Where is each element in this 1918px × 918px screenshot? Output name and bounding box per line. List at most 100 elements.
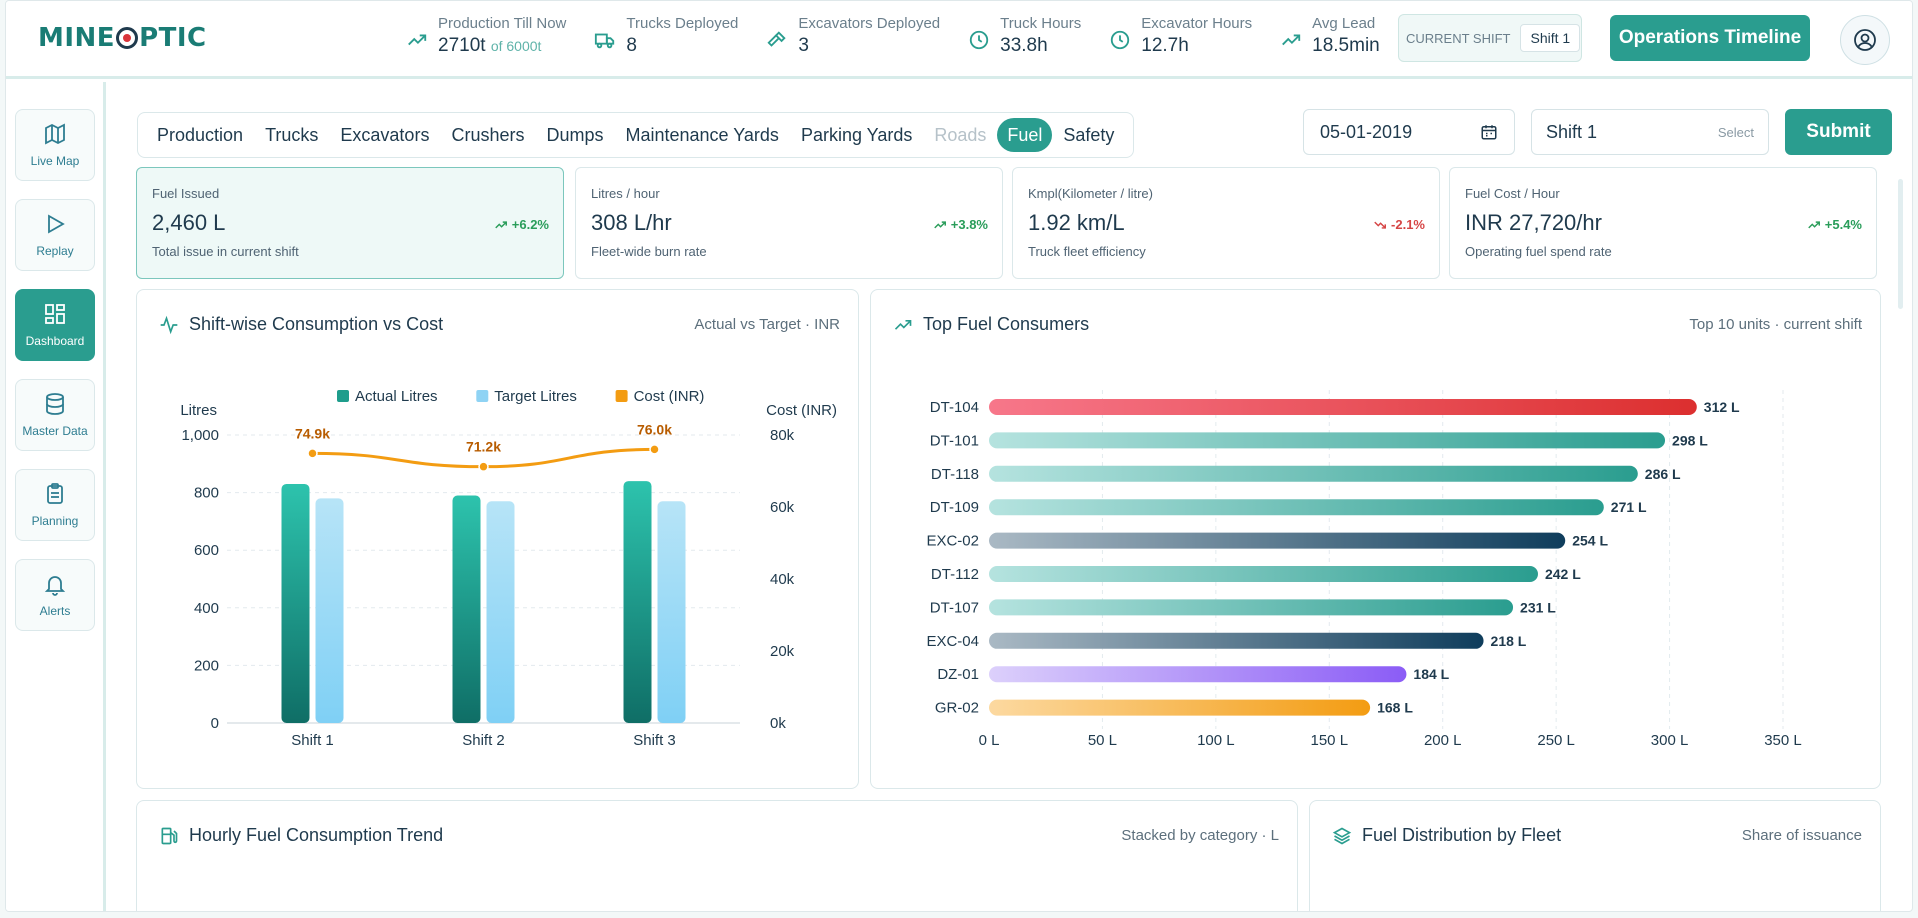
calendar-icon[interactable] <box>1480 123 1498 141</box>
y-tick-label: DT-112 <box>931 566 979 583</box>
tab-dumps[interactable]: Dumps <box>546 125 604 145</box>
clock-icon <box>969 30 989 50</box>
tab-crushers[interactable]: Crushers <box>451 125 525 145</box>
stat-label: Fuel Issued <box>152 186 220 201</box>
panel-note: Share of issuance <box>1741 827 1862 844</box>
kpi-production: Production Till Now 2710t of 6000t <box>406 15 566 59</box>
trend-down-icon <box>1374 221 1387 229</box>
bar-value-label: 298 L <box>1672 432 1708 448</box>
top-consumers-chart: 0 L 50 L 100 L 150 L 200 L 250 L 300 L 350 L DT-… <box>926 390 1802 749</box>
trend-up-icon <box>1282 34 1301 46</box>
y-tick-label: DT-101 <box>930 432 979 449</box>
operations-timeline-button[interactable]: Operations Timeline <box>1610 15 1810 61</box>
content-scrollbar[interactable] <box>1895 167 1905 887</box>
sidebar-item-replay[interactable]: Replay <box>15 199 95 271</box>
y2-tick-label: 80k <box>770 427 795 444</box>
tab-excavators[interactable]: Excavators <box>340 125 430 145</box>
current-shift-indicator: CURRENT SHIFT Shift 1 <box>1398 14 1582 62</box>
sidebar: Live Map Replay Dashboard Master Data Pl… <box>6 82 106 911</box>
y2-axis-label: Cost (INR) <box>766 402 837 419</box>
sidebar-item-master-data[interactable]: Master Data <box>15 379 95 451</box>
tab-trucks[interactable]: Trucks <box>265 125 319 145</box>
tab-production[interactable]: Production <box>157 125 244 145</box>
sidebar-item-label: Alerts <box>39 604 71 618</box>
top-header: MINE PTIC Production Till Now 2710t of 6… <box>6 1 1912 79</box>
map-icon <box>45 123 65 145</box>
x-tick-label: 300 L <box>1651 732 1689 749</box>
stat-value: INR 27,720/hr <box>1465 210 1602 235</box>
shift-select[interactable]: Shift 1 Select <box>1531 109 1769 155</box>
consumer-bar <box>989 499 1604 516</box>
stat-card-litres-per-hour[interactable]: Litres / hour 308 L/hr Fleet-wide burn r… <box>575 167 1003 279</box>
fuel-pump-icon <box>161 827 178 844</box>
stat-trend: -2.1% <box>1373 217 1425 232</box>
bar-value-label: 168 L <box>1377 700 1413 716</box>
panel-title: Fuel Distribution by Fleet <box>1332 825 1561 846</box>
sidebar-item-dashboard[interactable]: Dashboard <box>15 289 95 361</box>
kpi-value: 33.8h <box>1000 35 1048 56</box>
sidebar-item-live-map[interactable]: Live Map <box>15 109 95 181</box>
current-shift-label: CURRENT SHIFT <box>1406 30 1511 46</box>
consumer-bar <box>989 532 1566 549</box>
kpi-avg-lead: Avg Lead 18.5min <box>1280 15 1380 59</box>
y2-tick-label: 40k <box>770 571 795 588</box>
kpi-suffix: of 6000t <box>490 38 542 54</box>
stat-card-fuel-issued[interactable]: Fuel Issued 2,460 L Total issue in curre… <box>136 167 564 279</box>
consumer-bar <box>989 599 1514 616</box>
stat-card-fuel-cost[interactable]: Fuel Cost / Hour INR 27,720/hr Operating… <box>1449 167 1877 279</box>
consumer-bar <box>989 632 1484 649</box>
bar-value-label: 218 L <box>1491 633 1527 649</box>
panel-hourly-trend: Hourly Fuel Consumption Trend Stacked by… <box>136 800 1298 911</box>
panel-note: Top 10 units · current shift <box>1689 316 1862 333</box>
kpi-label: Production Till Now <box>438 15 567 32</box>
stat-subtext: Total issue in current shift <box>152 244 299 259</box>
sidebar-item-label: Planning <box>31 514 79 528</box>
x-tick-label: 50 L <box>1088 732 1117 749</box>
bell-icon <box>44 576 66 596</box>
y-tick-label: DT-104 <box>930 399 979 416</box>
x-tick-label: 250 L <box>1537 732 1575 749</box>
tab-fuel[interactable]: Fuel <box>997 118 1053 152</box>
stat-card-kmpl[interactable]: Kmpl(Kilometer / litre) 1.92 km/L Truck … <box>1012 167 1440 279</box>
panel-title: Top Fuel Consumers <box>893 314 1089 335</box>
date-picker-input[interactable]: 05-01-2019 <box>1303 109 1515 155</box>
brand-logo[interactable]: MINE PTIC <box>38 23 207 53</box>
sidebar-item-label: Dashboard <box>25 334 85 348</box>
consumer-bar <box>989 432 1666 449</box>
scrollbar-thumb[interactable] <box>1898 179 1903 309</box>
stat-trend-value: +5.4% <box>1824 217 1862 232</box>
sidebar-item-planning[interactable]: Planning <box>15 469 95 541</box>
submit-button[interactable]: Submit <box>1785 109 1892 155</box>
date-value: 05-01-2019 <box>1320 121 1413 142</box>
y-tick-label: 1,000 <box>181 427 219 444</box>
shift-select-hint: Select <box>1717 124 1754 140</box>
consumer-bar <box>989 566 1538 582</box>
bar-value-label: 231 L <box>1520 599 1556 615</box>
tab-maintenance-yards[interactable]: Maintenance Yards <box>625 125 779 145</box>
bar-value-label: 312 L <box>1704 399 1740 415</box>
tab-safety[interactable]: Safety <box>1063 125 1115 145</box>
tab-parking-yards[interactable]: Parking Yards <box>800 125 913 145</box>
trend-up-icon <box>495 220 507 228</box>
y-tick-label: DT-107 <box>930 599 979 616</box>
stat-trend: +6.2% <box>494 217 549 232</box>
stat-trend: +5.4% <box>1807 217 1862 232</box>
cost-point <box>307 448 318 459</box>
user-circle-icon <box>1854 29 1876 51</box>
y-tick-label: 600 <box>194 542 219 559</box>
sidebar-item-alerts[interactable]: Alerts <box>15 559 95 631</box>
panel-title-text: Top Fuel Consumers <box>923 314 1090 334</box>
header-kpis: Production Till Now 2710t of 6000t Truck… <box>406 15 1408 59</box>
kpi-excavators: Excavators Deployed 3 <box>766 15 940 59</box>
user-profile-button[interactable] <box>1840 15 1890 65</box>
brand-name-right: PTIC <box>139 23 207 53</box>
category-tabs: Production Trucks Excavators Crushers Du… <box>137 112 1135 158</box>
layers-icon <box>1332 827 1352 844</box>
x-tick-label: 0 L <box>979 732 1000 749</box>
y2-tick-label: 20k <box>770 643 795 660</box>
y2-tick-label: 0k <box>770 715 786 732</box>
y-tick-label: EXC-02 <box>926 533 979 550</box>
kpi-truck-hours: Truck Hours 33.8h <box>968 15 1081 59</box>
trend-up-icon <box>894 319 912 330</box>
panel-note: Actual vs Target · INR <box>694 316 840 333</box>
